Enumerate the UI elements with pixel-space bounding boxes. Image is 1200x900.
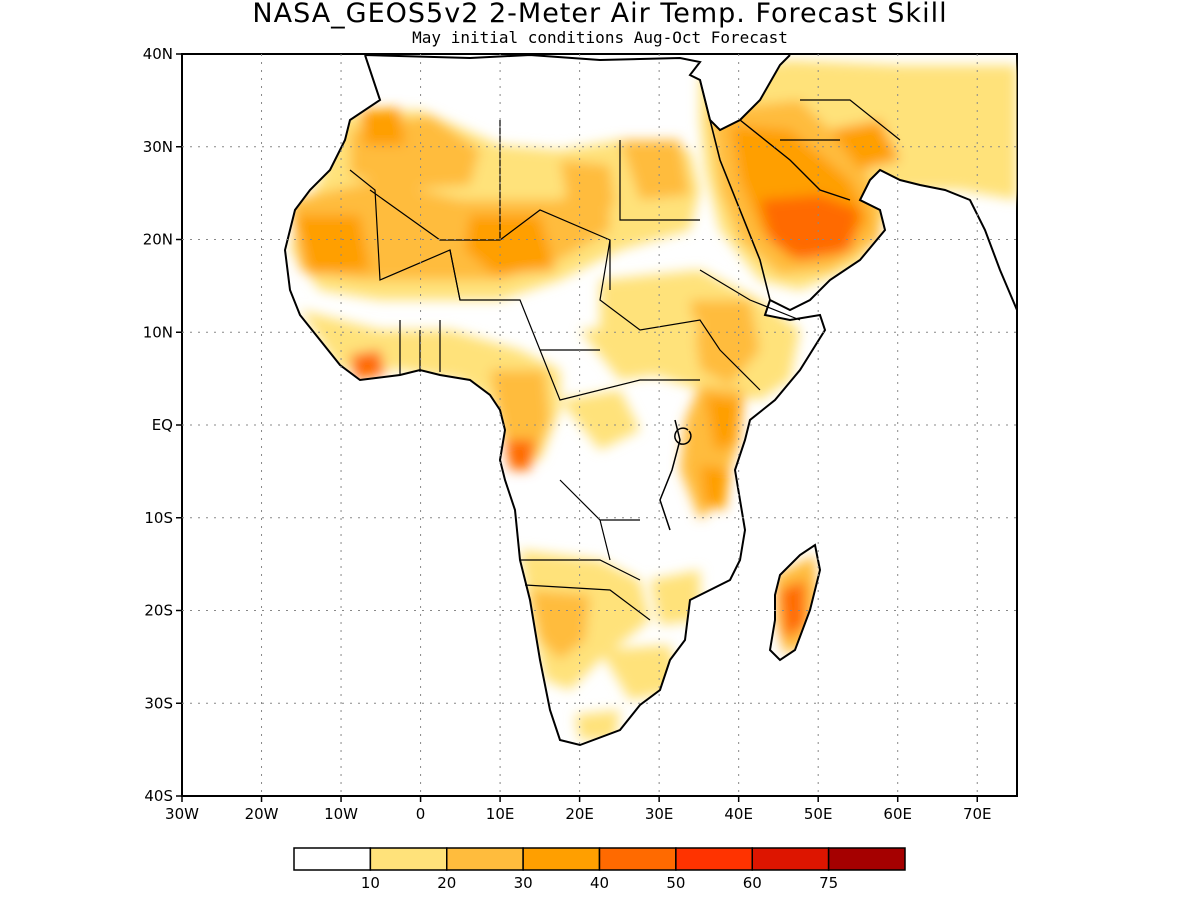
chart-subtitle: May initial conditions Aug-Oct Forecast	[412, 28, 788, 47]
colorbar-label: 60	[743, 874, 762, 892]
lon-tick-label: 30W	[165, 805, 199, 823]
lat-tick-label: 10N	[143, 323, 173, 341]
country-borders	[349, 99, 901, 621]
colorbar-swatch	[751, 847, 830, 871]
lat-tick-label: 20S	[144, 602, 173, 620]
lat-tick-label: 10S	[144, 509, 173, 527]
colorbar-label: 50	[666, 874, 685, 892]
longitude-labels: 30W 20W 10W 0 10E 20E 30E 40E 50E 60E 70E	[165, 796, 992, 823]
lat-tick-label: 30N	[143, 138, 173, 156]
lat-tick-label: 20N	[143, 231, 173, 249]
colorbar-swatch	[522, 847, 601, 871]
lon-tick-label: 30E	[645, 805, 674, 823]
colorbar-label: 40	[590, 874, 609, 892]
lon-tick-label: 50E	[804, 805, 833, 823]
colorbar-label: 30	[514, 874, 533, 892]
chart-title: NASA_GEOS5v2 2-Meter Air Temp. Forecast …	[252, 0, 948, 29]
colorbar-swatch	[446, 847, 524, 871]
lon-tick-label: 40E	[724, 805, 753, 823]
lon-tick-label: 20W	[245, 805, 279, 823]
lat-tick-label: 40N	[143, 45, 173, 63]
colorbar-swatch	[675, 847, 753, 871]
gridlines	[182, 54, 1017, 796]
latitude-labels: 40N 30N 20N 10N EQ 10S 20S 30S 40S	[143, 45, 182, 805]
lon-tick-label: 0	[416, 805, 426, 823]
lon-tick-label: 10W	[324, 805, 358, 823]
lon-tick-label: 70E	[963, 805, 992, 823]
colorbar-swatch	[293, 847, 372, 871]
lat-tick-label: 30S	[144, 694, 173, 712]
lon-tick-label: 60E	[883, 805, 912, 823]
colorbar-label: 10	[361, 874, 380, 892]
lon-tick-label: 20E	[565, 805, 594, 823]
skill-shading	[290, 60, 1017, 740]
colorbar-swatch	[827, 847, 906, 871]
colorbar: 10 20 30 40 50 60 75	[293, 847, 906, 892]
coastlines	[283, 54, 1017, 747]
lat-tick-label: EQ	[152, 416, 173, 434]
colorbar-swatch	[598, 847, 677, 871]
colorbar-label: 75	[819, 874, 838, 892]
lat-tick-label: 40S	[144, 787, 173, 805]
colorbar-label: 20	[437, 874, 456, 892]
lon-tick-label: 10E	[486, 805, 515, 823]
colorbar-swatch	[369, 847, 448, 871]
